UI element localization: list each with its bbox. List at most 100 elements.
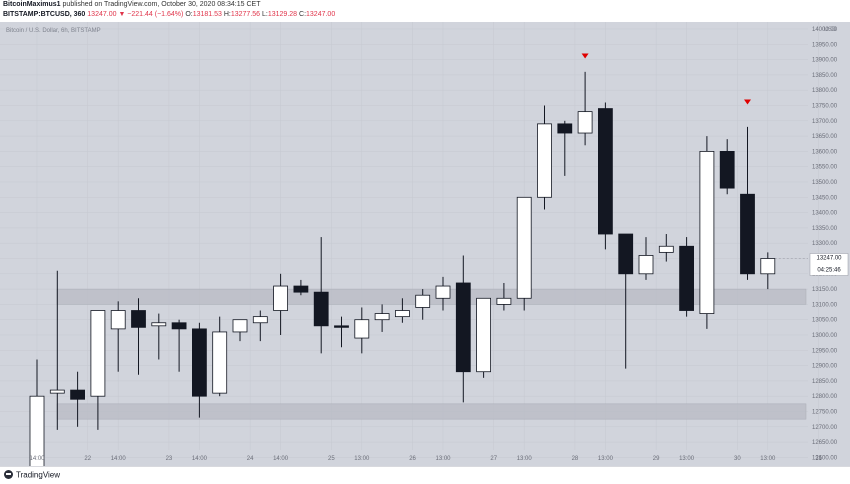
candle-body [415, 294, 431, 308]
last-price: 13247.00 [87, 11, 117, 18]
x-tick-label: 14:00 [273, 456, 289, 462]
ohlc-low-value: 13129.28 [267, 11, 298, 18]
candle-body [49, 389, 65, 394]
y-tick-label: 14000.00 [812, 27, 838, 33]
candle-body [598, 108, 613, 235]
support-zones [56, 288, 807, 420]
candle-body [232, 319, 248, 333]
candle-body [719, 150, 735, 189]
candle-body [577, 111, 593, 134]
candle-body [313, 291, 329, 327]
chart-header: BitcoinMaximus1 published on TradingView… [0, 0, 850, 22]
candle-body [252, 316, 268, 324]
x-tick-label: 13:00 [679, 456, 695, 462]
candle-body [516, 196, 532, 299]
x-tick-label: 28 [572, 456, 579, 462]
current-price-label: 13247.00 [816, 256, 842, 262]
x-tick-label: 23 [166, 456, 173, 462]
candle-body [537, 123, 552, 198]
x-tick-label: 25 [328, 456, 335, 462]
y-tick-label: 12900.00 [812, 364, 838, 370]
candle-body [476, 297, 492, 373]
x-tick-label: 14:00 [192, 456, 208, 462]
symbol-label: BITSTAMP:BTCUSD, 360 [3, 11, 86, 18]
candle-body [455, 282, 471, 373]
candle-body [293, 285, 309, 293]
candlestick-chart[interactable]: 12600.00 12650.00 12700.00 12750.00 12800.00… [0, 22, 850, 476]
x-tick-label: 14:00 [29, 456, 45, 462]
current-price-tag: 13247.00 04:25:46 [809, 253, 849, 276]
y-tick-label: 13600.00 [812, 149, 838, 155]
y-tick-label: 13550.00 [812, 165, 838, 171]
candle-body [618, 233, 634, 275]
x-tick-label: 29 [653, 456, 660, 462]
x-tick-label: 14:00 [111, 456, 127, 462]
y-axis-labels: 12600.00 12650.00 12700.00 12750.00 12800.00… [812, 27, 838, 461]
x-tick-label: 22 [84, 456, 91, 462]
x-tick-label: 30 [734, 456, 741, 462]
candle-body [496, 297, 512, 305]
chart-title: Bitcoin / U.S. Dollar, 6h, BITSTAMP [6, 28, 101, 34]
candle-body [435, 285, 451, 299]
y-tick-label: 13100.00 [812, 302, 838, 308]
published-text: published on TradingView.com, October 30… [62, 1, 261, 8]
tradingview-logo-text: TradingView [16, 470, 61, 480]
y-tick-label: 13050.00 [812, 318, 838, 324]
x-tick-label: 13:00 [598, 456, 614, 462]
ohlc-close-label: C: [299, 11, 307, 18]
candle-body [151, 322, 167, 327]
candles [29, 71, 776, 476]
price-axis[interactable] [808, 22, 850, 466]
y-tick-label: 13800.00 [812, 88, 838, 94]
current-price-box [809, 253, 849, 276]
ohlc-low-label: L: [262, 11, 268, 18]
y-tick-label: 13900.00 [812, 58, 838, 64]
countdown-label: 04:25:46 [817, 268, 841, 274]
x-tick-label: 13:00 [354, 456, 370, 462]
publish-line: BitcoinMaximus1 published on TradingView… [3, 1, 260, 8]
y-tick-label: 13400.00 [812, 211, 838, 217]
y-tick-label: 12600.00 [812, 455, 838, 461]
y-tick-label: 13000.00 [812, 333, 838, 339]
candle-body [638, 255, 654, 275]
support-zone [56, 403, 807, 420]
y-tick-label: 13700.00 [812, 119, 838, 125]
x-tick-label: 13:00 [517, 456, 533, 462]
tradingview-logo[interactable]: TradingView [4, 470, 61, 480]
y-tick-label: 12850.00 [812, 379, 838, 385]
candle-body [374, 313, 390, 321]
candle-body [171, 322, 187, 330]
candle-body [191, 328, 207, 397]
y-tick-label: 12650.00 [812, 440, 838, 446]
markers [581, 53, 751, 105]
candle-body [273, 285, 289, 311]
candle-body [760, 258, 776, 275]
y-tick-label: 12950.00 [812, 348, 838, 354]
y-tick-label: 12800.00 [812, 394, 838, 400]
plot-area[interactable] [0, 22, 808, 466]
y-tick-label: 13850.00 [812, 73, 838, 79]
price-change: ▼ −221.44 (−1.64%) [118, 11, 184, 18]
ohlc-open-value: 13181.53 [192, 11, 222, 18]
candle-body [394, 310, 410, 318]
x-tick-label: 24 [247, 456, 254, 462]
y-tick-label: 13950.00 [812, 42, 838, 48]
ohlc-high-value: 13277.56 [230, 11, 261, 18]
y-tick-label: 12700.00 [812, 425, 838, 431]
candle-body [679, 245, 694, 311]
candle-body [131, 310, 146, 328]
x-tick-label: 26 [409, 456, 416, 462]
y-tick-label: 13350.00 [812, 226, 838, 232]
x-tick-label: 31 [815, 456, 822, 462]
candle-body [557, 123, 573, 134]
tradingview-icon [4, 470, 13, 480]
candle-body [110, 310, 126, 330]
author-name[interactable]: BitcoinMaximus1 [3, 1, 61, 8]
x-tick-label: 13:00 [435, 456, 451, 462]
chart-frame[interactable]: 12600.00 12650.00 12700.00 12750.00 12800.00… [0, 22, 850, 476]
y-tick-label: 13500.00 [812, 180, 838, 186]
y-tick-label: 13750.00 [812, 104, 838, 110]
ohlc-open-label: O: [185, 11, 193, 18]
candle-body [658, 245, 674, 253]
y-tick-label: 12750.00 [812, 410, 838, 416]
